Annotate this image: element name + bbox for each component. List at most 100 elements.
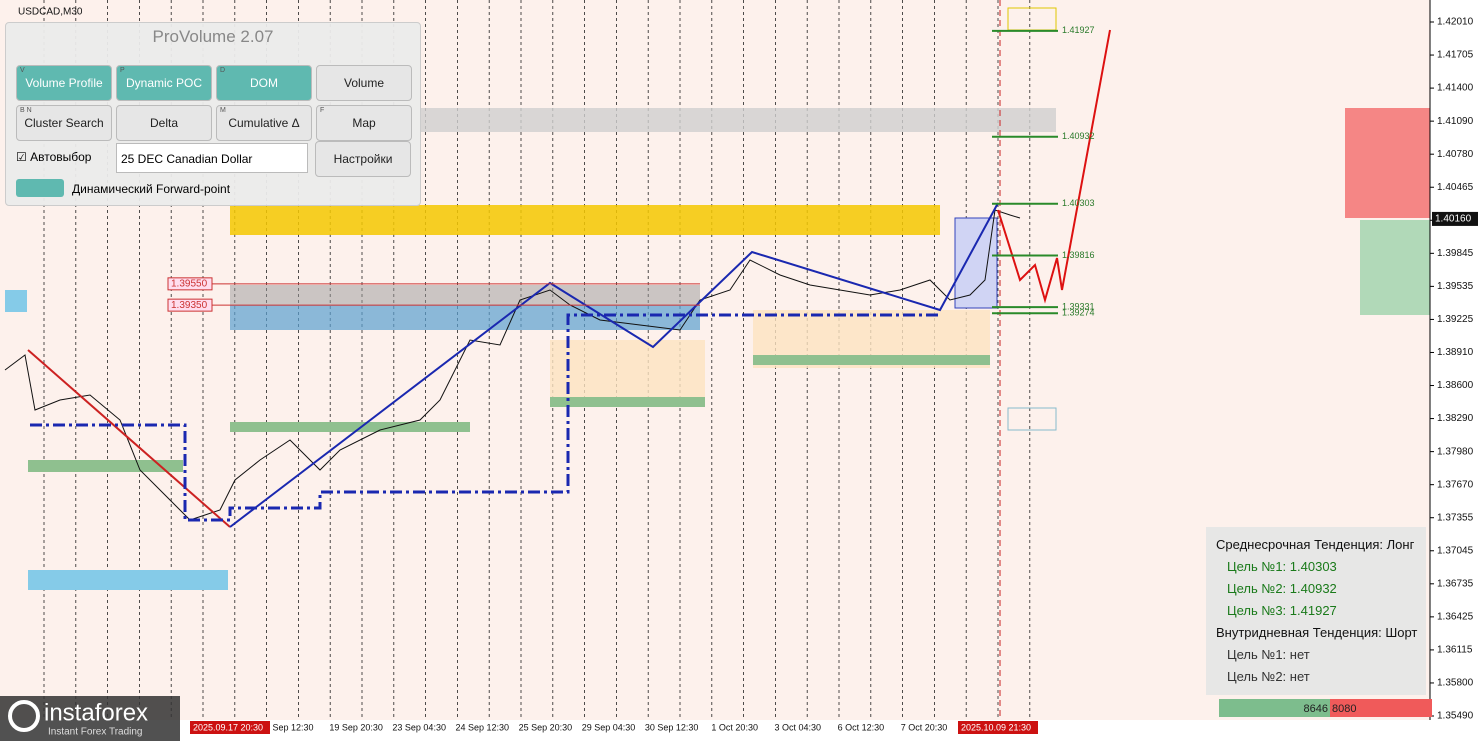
hotkey: V	[20, 67, 25, 74]
zone	[550, 340, 705, 405]
sell-volume: 8080	[1332, 703, 1356, 715]
zone	[230, 422, 470, 432]
hotkey: B N	[20, 107, 32, 114]
settings-button[interactable]: Настройки	[315, 141, 411, 177]
level-label: 1.39331	[1062, 302, 1095, 312]
tool-button[interactable]: M Cumulative Δ	[216, 105, 312, 141]
time-axis: Sep 12:30 19 Sep 20:30 23 Sep 04:30 24 Sep …	[190, 721, 1038, 734]
level-label: 1.39274	[1062, 308, 1095, 318]
levels: 1.41927 1.40932 1.40303 1.39816 1.393311.392…	[167, 25, 1095, 318]
tool-button[interactable]: Delta	[116, 105, 212, 141]
forecast	[997, 29, 1111, 304]
tool-button[interactable]: Volume	[316, 65, 412, 101]
level-label: 1.39816	[1062, 250, 1095, 260]
zone	[28, 460, 183, 472]
price-label: 1.37355	[1437, 512, 1474, 523]
logo-icon	[8, 700, 40, 732]
hotkey: D	[220, 67, 226, 74]
hotkey: M	[220, 107, 226, 114]
hotkey: P	[120, 67, 125, 74]
price-label: 1.39535	[1437, 281, 1474, 292]
toggle[interactable]	[16, 179, 64, 197]
tool-button[interactable]: P Dynamic POC	[116, 65, 212, 101]
price-label: 1.36735	[1437, 578, 1474, 589]
price-label: 1.35800	[1437, 678, 1474, 689]
select-value: 25 DEC Canadian Dollar	[121, 152, 253, 166]
time-label: 24 Sep 12:30	[456, 722, 510, 732]
button-label: Настройки	[333, 152, 393, 166]
auto-checkbox[interactable]: ☑ Автовыбор	[16, 150, 92, 164]
price-label: 1.40780	[1437, 149, 1474, 160]
target: Цель №1: 1.40303	[1227, 559, 1337, 574]
target: Цель №3: 1.41927	[1227, 603, 1337, 618]
sell-profile	[1345, 108, 1430, 218]
price-label: 1.40465	[1437, 182, 1474, 193]
tool-button[interactable]: D DOM	[216, 65, 312, 101]
price-label: 1.36115	[1437, 645, 1473, 656]
zone	[753, 355, 990, 365]
hotkey: F	[320, 107, 325, 114]
time-label: 1 Oct 20:30	[711, 722, 758, 732]
time-label: 19 Sep 20:30	[329, 722, 383, 732]
box	[1007, 407, 1057, 431]
price-label: 1.38600	[1437, 380, 1474, 391]
button-label: Map	[352, 116, 376, 130]
trend-heading: Внутридневная Тенденция: Шорт	[1216, 625, 1418, 640]
level-label: 1.39550	[171, 278, 208, 289]
symbol: USDCAD,M30	[18, 7, 83, 18]
price-label: 1.42010	[1437, 17, 1474, 28]
time-marker: 2025.09.17 20:30	[193, 722, 263, 732]
time-marker-bg	[958, 721, 1038, 734]
trend-line	[27, 349, 231, 528]
yellow-zone	[230, 205, 940, 235]
price-label: 1.41400	[1437, 83, 1474, 94]
button-label: Delta	[149, 116, 178, 130]
target: Цель №1: нет	[1227, 647, 1310, 662]
current-price: 1.40160	[1435, 214, 1472, 225]
price-label: 1.41705	[1437, 50, 1474, 61]
time-marker: 2025.10.09 21:30	[961, 722, 1031, 732]
level-label: 1.41927	[1062, 25, 1095, 35]
price-label: 1.36425	[1437, 611, 1474, 622]
tool-button[interactable]: V Volume Profile	[16, 65, 112, 101]
price-label: 1.37670	[1437, 479, 1474, 490]
time-marker-bg	[190, 721, 270, 734]
target: Цель №2: нет	[1227, 669, 1310, 684]
logo-tagline: Instant Forex Trading	[48, 727, 143, 738]
current-price-bg	[1432, 211, 1478, 226]
buy-bar	[1219, 699, 1359, 717]
button-label: Dynamic POC	[125, 76, 202, 90]
price-label: 1.38290	[1437, 413, 1474, 424]
level-label: 1.40932	[1062, 131, 1095, 141]
buy-profile	[1360, 220, 1430, 315]
time-label: Sep 12:30	[272, 722, 313, 732]
zone	[28, 570, 228, 590]
button-label: Cluster Search	[24, 116, 104, 130]
button-label: Cumulative Δ	[228, 116, 300, 130]
logo-name: instaforex	[44, 699, 148, 726]
time-label: 23 Sep 04:30	[392, 722, 446, 732]
zone	[550, 397, 705, 407]
contract-select[interactable]: 25 DEC Canadian Dollar	[116, 143, 308, 173]
provolume-panel: ProVolume 2.07 V Volume Profile P Dynamic P…	[5, 22, 421, 206]
price-line	[4, 209, 1021, 521]
trend-heading: Среднесрочная Тенденция: Лонг	[1216, 537, 1415, 552]
price-label: 1.39225	[1437, 314, 1474, 325]
zigzag	[229, 202, 999, 528]
buy-volume: 8646	[1304, 703, 1328, 715]
button-label: Volume	[343, 76, 385, 90]
price-label: 1.41090	[1437, 116, 1474, 127]
checkbox-label: Автовыбор	[30, 150, 92, 164]
button-label: DOM	[250, 76, 278, 90]
dash-line	[30, 313, 940, 522]
tool-button[interactable]: F Map	[316, 105, 412, 141]
gray-profile	[230, 285, 700, 305]
level-label: 1.40303	[1062, 198, 1095, 208]
tool-button[interactable]: B N Cluster Search	[16, 105, 112, 141]
box	[954, 217, 998, 309]
gray-zone	[420, 108, 1056, 132]
zone	[5, 290, 27, 312]
time-label: 3 Oct 04:30	[775, 722, 822, 732]
panel-title: ProVolume 2.07	[152, 27, 274, 46]
